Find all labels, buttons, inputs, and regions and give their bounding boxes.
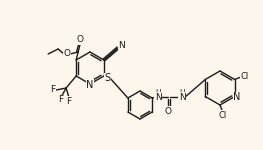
Text: N: N xyxy=(179,93,185,102)
Text: O: O xyxy=(77,36,84,45)
Text: H: H xyxy=(179,88,185,98)
Text: Cl: Cl xyxy=(219,111,227,120)
Text: N: N xyxy=(118,40,125,50)
Text: N: N xyxy=(86,80,94,90)
Text: Cl: Cl xyxy=(241,72,249,81)
Text: S: S xyxy=(105,73,111,83)
Text: N: N xyxy=(233,93,240,102)
Text: H: H xyxy=(155,88,161,98)
Text: F: F xyxy=(59,96,64,105)
Text: O: O xyxy=(64,50,71,58)
Text: F: F xyxy=(50,85,56,94)
Text: N: N xyxy=(155,93,161,102)
Text: F: F xyxy=(67,96,72,105)
Text: O: O xyxy=(165,106,172,116)
